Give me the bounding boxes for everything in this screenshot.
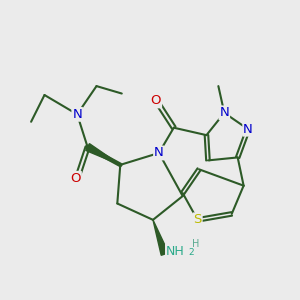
Text: S: S [194,213,202,226]
Polygon shape [86,144,120,165]
Text: NH: NH [166,244,184,258]
Text: H: H [192,239,199,250]
Text: N: N [72,108,82,121]
Polygon shape [153,220,169,255]
Text: N: N [154,146,164,160]
Text: O: O [151,94,161,107]
Text: N: N [243,123,253,136]
Text: N: N [219,106,229,119]
Text: 2: 2 [188,248,194,256]
Text: O: O [70,172,81,185]
